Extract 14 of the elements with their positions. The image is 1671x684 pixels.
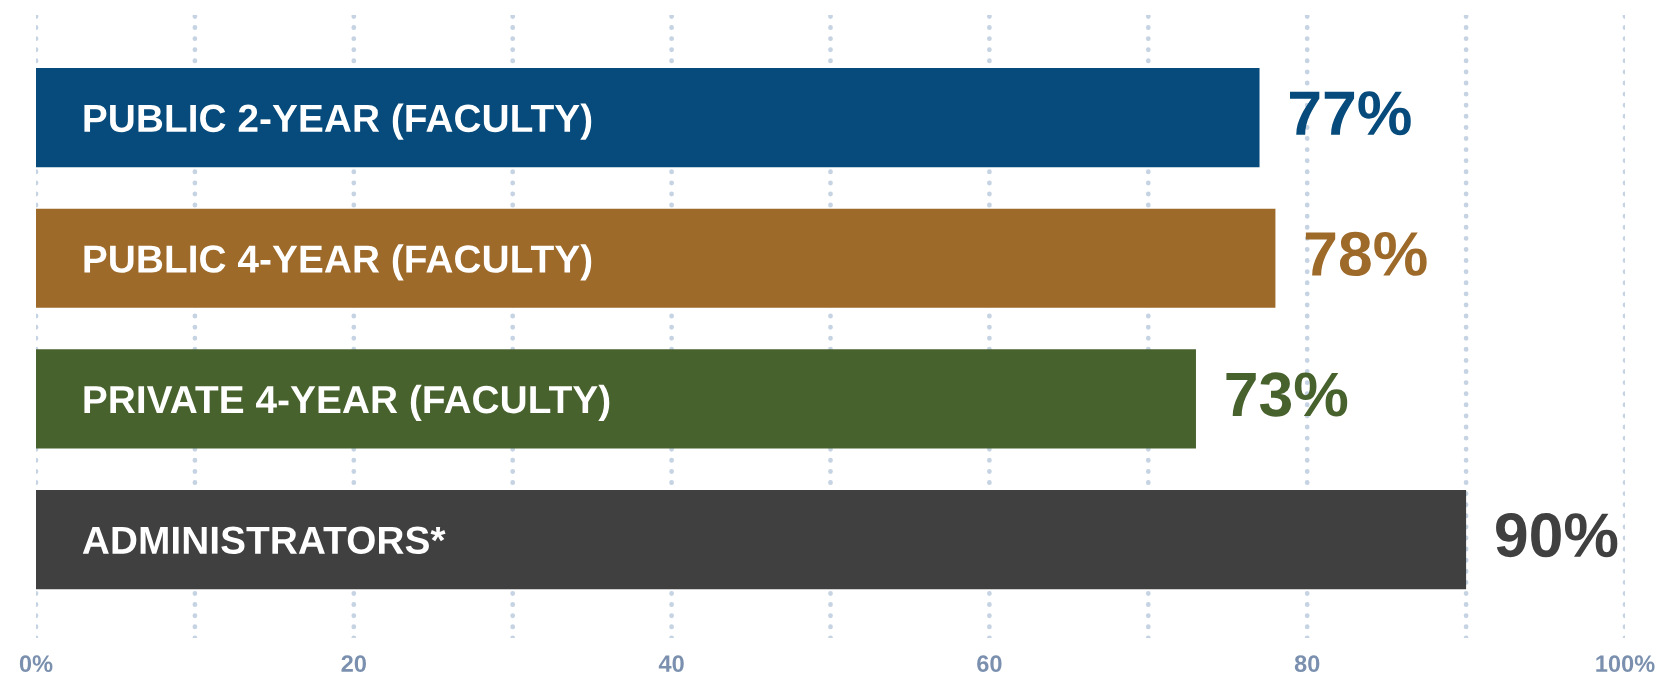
x-tick-label: 100% — [1596, 655, 1655, 673]
x-tick-label: 40 — [658, 655, 684, 673]
y-tick-label: PUBLIC 4-YEAR (FACULTY) — [84, 244, 592, 281]
data-label: 90% — [1496, 513, 1618, 558]
y-tick-label: ADMINISTRATORS* — [82, 526, 446, 555]
x-tick-label: 60 — [977, 655, 1002, 673]
x-tick-label: 20 — [341, 655, 366, 673]
data-label: 78% — [1305, 231, 1427, 276]
y-tick-label: PRIVATE 4-YEAR (FACULTY) — [84, 384, 610, 422]
x-tick-label: 80 — [1294, 655, 1320, 673]
data-label: 77% — [1289, 91, 1411, 136]
data-label: 73% — [1226, 372, 1348, 417]
y-tick-label: PUBLIC 2-YEAR (FACULTY) — [84, 103, 592, 140]
x-tick-label: 0% — [19, 655, 53, 673]
